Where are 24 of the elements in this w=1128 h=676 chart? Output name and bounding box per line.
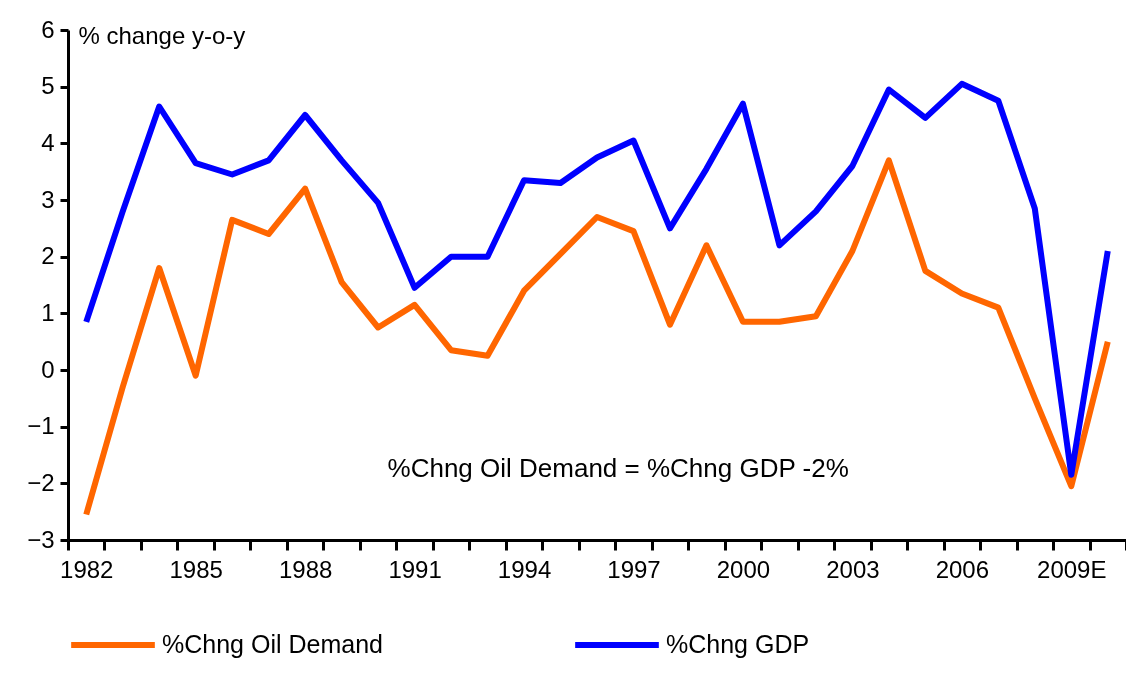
y-tick-label: −1 [27, 412, 55, 440]
y-tick-label: 5 [41, 72, 55, 100]
legend-label: %Chng Oil Demand [162, 630, 383, 658]
x-tick-label: 1982 [60, 555, 114, 583]
y-tick-label: 6 [41, 15, 55, 43]
x-tick-label: 2006 [935, 555, 990, 583]
annotation: %Chng Oil Demand = %Chng GDP -2% [387, 452, 849, 483]
y-tick-label: 0 [41, 355, 55, 383]
x-tick-label: 2009E [1037, 555, 1107, 583]
x-tick-label: 1985 [169, 555, 223, 583]
x-tick-label: 2000 [716, 555, 771, 583]
x-tick-label: 1988 [278, 555, 333, 583]
y-tick-label: 3 [41, 185, 55, 213]
y-tick-label: −3 [27, 525, 55, 553]
legend-label: %Chng GDP [666, 630, 810, 658]
x-tick-label: 1991 [388, 555, 442, 583]
x-tick-label: 1994 [497, 555, 552, 583]
x-tick-label: 2003 [826, 555, 880, 583]
y-tick-label: −2 [27, 468, 55, 496]
y-axis-title: % change y-o-y [78, 21, 246, 49]
x-tick-label: 1997 [607, 555, 661, 583]
y-tick-label: 4 [41, 128, 55, 156]
y-tick-label: 2 [41, 242, 55, 270]
y-tick-label: 1 [41, 298, 55, 326]
